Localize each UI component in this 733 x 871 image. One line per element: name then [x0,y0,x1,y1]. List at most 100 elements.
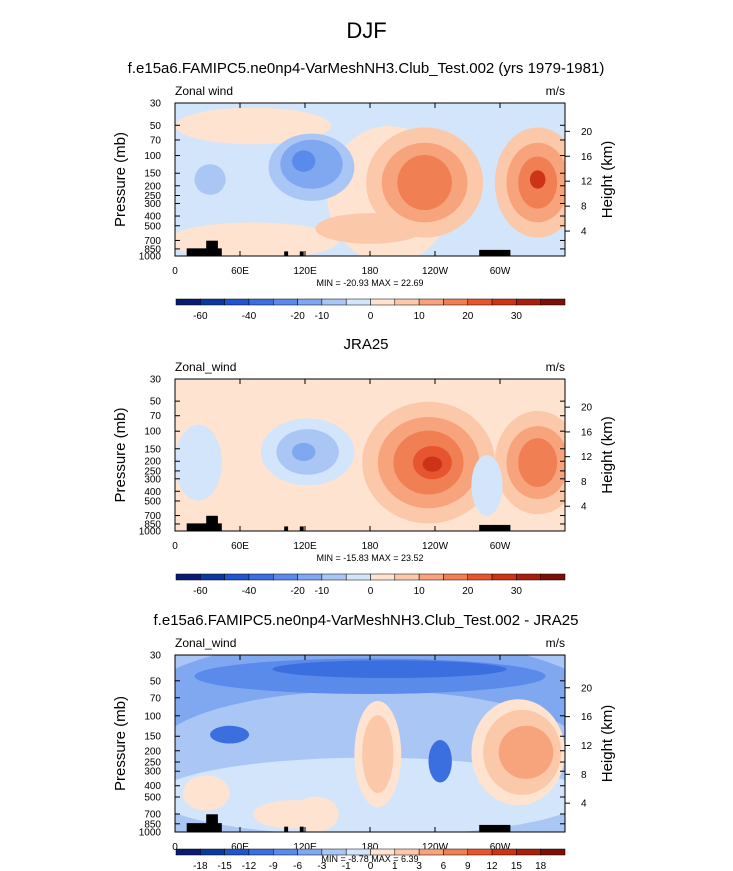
topography-block [206,515,218,531]
y-tick-label: 1000 [139,527,162,538]
x-tick-label: 0 [172,842,178,853]
colorbar-swatch [443,848,468,856]
colorbar-label: 0 [368,311,374,322]
y-tick-label: 1000 [139,828,162,839]
contour-region [194,164,226,195]
y-tick-label: 850 [144,819,161,830]
colorbar-swatch [467,298,493,306]
x-tick-label: 180 [362,266,379,277]
colorbar-swatch [467,848,493,856]
colorbar-swatch [297,298,323,306]
x-tick-label: 180 [362,842,379,853]
colorbar-swatch [273,298,298,306]
y-tick-label: 1000 [139,252,162,263]
y2-tick-label: 4 [581,227,587,238]
colorbar: -18 -15 -12 -9 -6 -3 -1 0 1 3 6 9 12 15 18 [175,848,566,871]
y-tick-label: 150 [144,169,161,180]
contour-region [471,455,503,516]
colorbar-swatch [200,848,225,856]
y-tick-label: 150 [144,444,161,455]
topography-block [284,251,289,256]
colorbar-label: -40 [242,311,257,322]
colorbar-swatch [491,573,517,581]
colorbar-label: 10 [414,311,426,322]
topography-block [479,824,511,832]
contour-region [362,715,394,794]
contour-region [428,739,452,783]
contour-region [182,775,230,811]
colorbar-swatch [345,298,371,306]
y-tick-label: 250 [144,758,161,769]
colorbar-label: -9 [269,861,278,871]
colorbar-swatch [224,298,250,306]
panel-title: f.e15a6.FAMIPC5.ne0np4-VarMeshNH3.Club_T… [154,612,579,629]
y2-tick-label: 4 [581,502,587,513]
colorbar-swatch [297,573,323,581]
topography-block [284,526,289,531]
colorbar-label: 30 [511,586,523,597]
topography-block [186,823,222,832]
y-tick-label: 70 [150,411,162,422]
y-tick-label: 300 [144,474,161,485]
colorbar-label: 18 [535,861,547,871]
colorbar-label: 6 [441,861,447,871]
colorbar-swatch [516,573,541,581]
y-tick-label: 300 [144,767,161,778]
colorbar-label: -12 [242,861,257,871]
contour-region [292,442,316,462]
colorbar-swatch [540,573,566,581]
panel-left-string: Zonal_wind [175,360,236,374]
y2-tick-label: 12 [581,177,593,188]
colorbar-swatch [175,573,201,581]
y2-tick-label: 20 [581,403,593,414]
y2-tick-label: 20 [581,683,593,694]
y-tick-label: 150 [144,732,161,743]
colorbar-swatch [321,573,347,581]
y-tick-label: 400 [144,487,161,498]
contour-region [518,438,558,487]
colorbar-swatch [200,298,225,306]
min-max-stats: MIN = -15.83 MAX = 23.52 [316,553,423,563]
y2-tick-label: 12 [581,452,593,463]
topography-block [479,249,511,256]
y2-axis-title: Height (km) [599,141,616,219]
y-axis-title: Pressure (mb) [112,132,129,227]
panel-right-string: m/s [546,360,565,374]
y-tick-label: 50 [150,397,162,408]
panel-title: JRA25 [343,336,388,353]
colorbar-label: -60 [193,311,208,322]
y-axis-title: Pressure (mb) [112,696,129,791]
colorbar-swatch [345,573,371,581]
colorbar: -60 -40 -20 -10 0 10 20 30 [175,573,566,597]
contour-region [210,725,250,744]
colorbar-swatch [321,298,347,306]
y-tick-label: 700 [144,511,161,522]
x-tick-label: 120W [422,266,449,277]
colorbar-swatch [248,573,274,581]
min-max-stats: MIN = -20.93 MAX = 22.69 [316,278,423,288]
colorbar-swatch [248,298,274,306]
colorbar-swatch [224,573,250,581]
x-tick-label: 60W [490,842,511,853]
panel-right-string: m/s [546,636,565,650]
colorbar-label: -10 [315,311,330,322]
topography-block [206,240,218,256]
colorbar-swatch [418,573,444,581]
contour-region [498,725,554,779]
y-tick-label: 200 [144,181,161,192]
chart-panel-1: f.e15a6.FAMIPC5.ne0np4-VarMeshNH3.Club_T… [112,60,616,322]
colorbar-label: -10 [315,586,330,597]
colorbar-swatch [370,848,396,856]
y-tick-label: 700 [144,236,161,247]
colorbar-swatch [321,848,347,856]
y-tick-label: 50 [150,676,162,687]
colorbar-swatch [418,298,444,306]
colorbar-swatch [491,298,517,306]
colorbar-label: 15 [511,861,523,871]
panel-left-string: Zonal_wind [175,636,236,650]
y2-tick-label: 8 [581,770,587,781]
colorbar-label: -40 [242,586,257,597]
topography-block [299,251,304,256]
y-tick-label: 850 [144,519,161,530]
y-tick-label: 100 [144,427,161,438]
